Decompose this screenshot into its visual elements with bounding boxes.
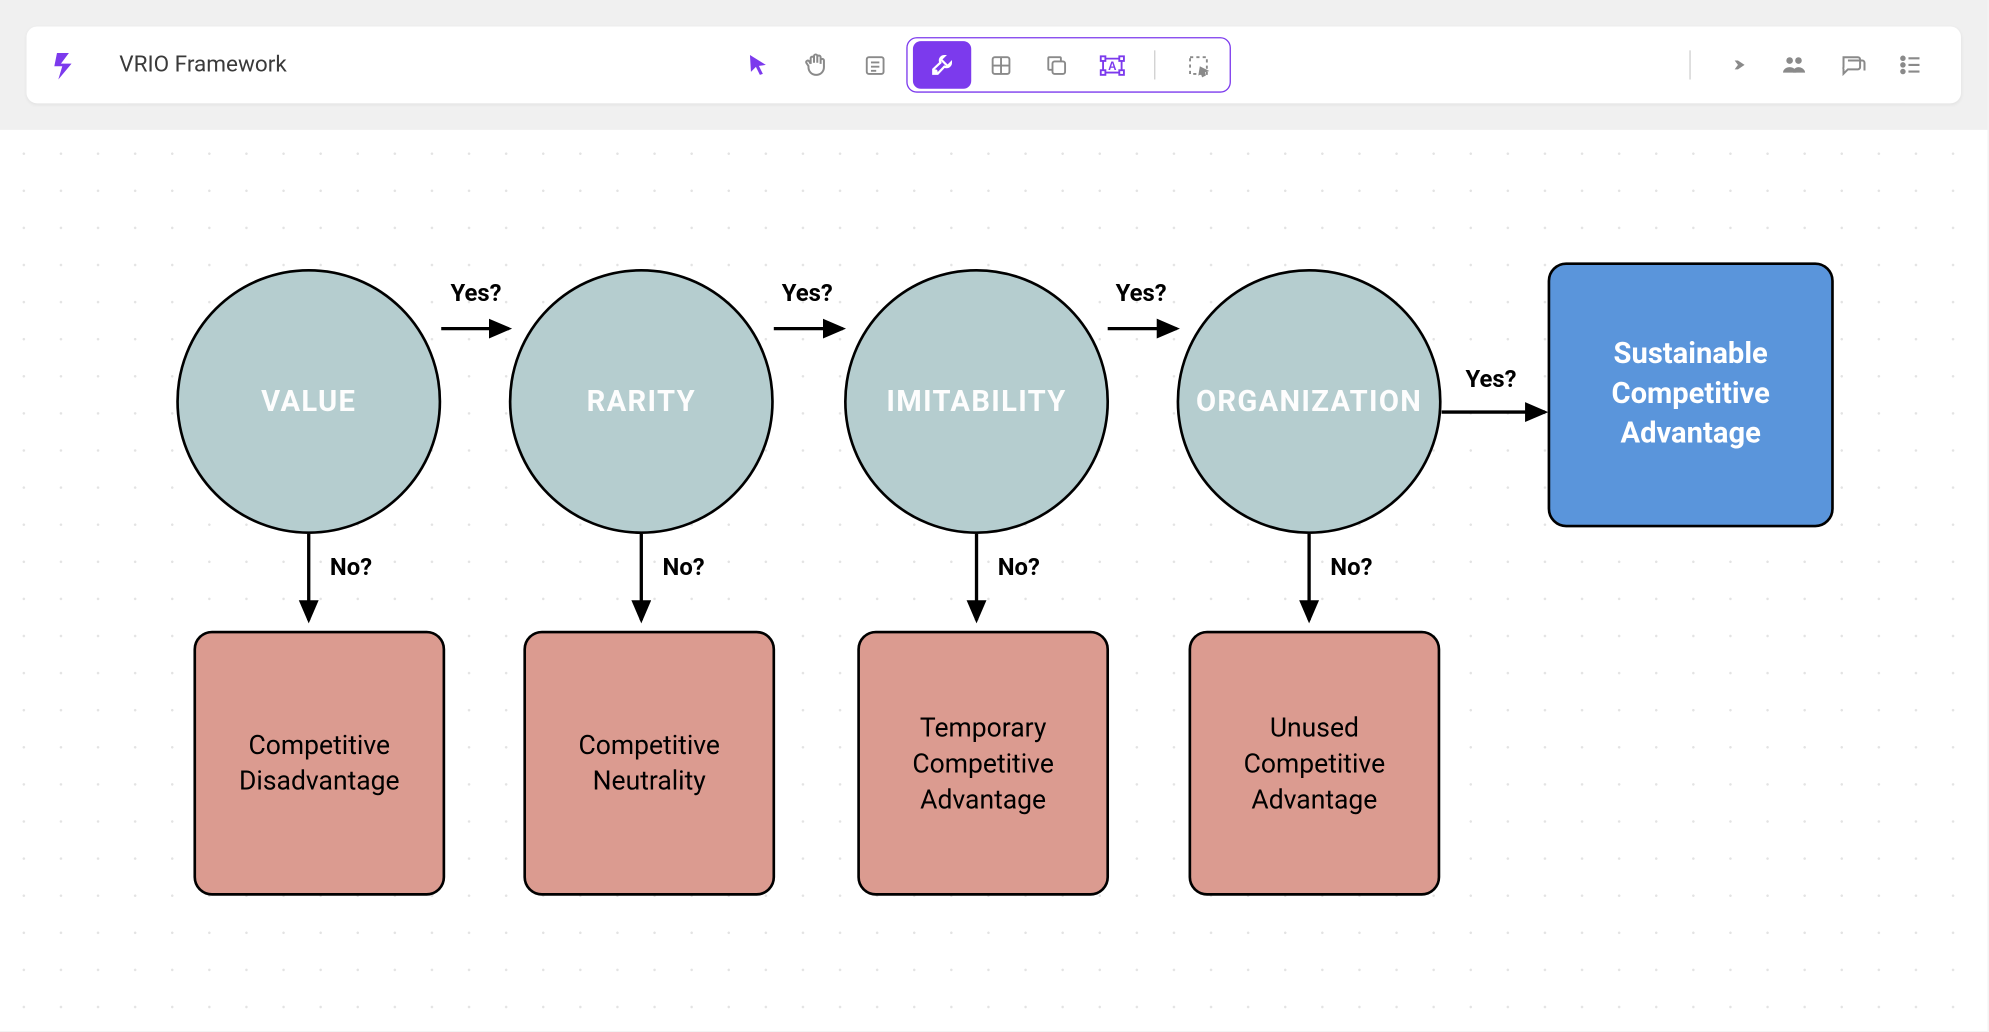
divider <box>1154 50 1155 79</box>
circle-rarity[interactable]: RARITY <box>509 269 774 534</box>
list-icon <box>1897 52 1924 79</box>
diagram-canvas[interactable]: VALUE RARITY IMITABILITY ORGANIZATION Compet… <box>0 130 1988 1031</box>
people-icon <box>1779 52 1808 79</box>
circle-value[interactable]: VALUE <box>176 269 441 534</box>
toolbar-right-group <box>1676 38 1937 91</box>
toolbar-center-group: A <box>732 37 1232 93</box>
edge-label: Yes? <box>1116 280 1167 308</box>
duplicate-tool[interactable] <box>1030 41 1083 89</box>
textbox-icon: A <box>1098 51 1126 79</box>
edge-label: Yes? <box>782 280 833 308</box>
build-icon <box>929 52 956 79</box>
hand-icon <box>803 52 830 79</box>
edge-label: No? <box>663 554 705 582</box>
toolbar: VRIO Framework <box>27 27 1962 104</box>
cursor-tool[interactable] <box>732 38 785 91</box>
edge-label: No? <box>330 554 372 582</box>
svg-text:A: A <box>1108 61 1117 73</box>
table-icon <box>988 52 1013 77</box>
collaborators-button[interactable] <box>1768 38 1821 91</box>
box-temporary[interactable]: Temporary Competitive Advantage <box>857 631 1109 896</box>
note-icon <box>862 52 887 77</box>
edge-label: Yes? <box>451 280 502 308</box>
cursor-icon <box>746 53 770 77</box>
note-tool[interactable] <box>848 38 901 91</box>
copy-icon <box>1044 52 1069 77</box>
circle-organization[interactable]: ORGANIZATION <box>1177 269 1442 534</box>
edge-label: No? <box>1330 554 1372 582</box>
box-disadvantage[interactable]: Competitive Disadvantage <box>193 631 445 896</box>
select-icon <box>1186 52 1211 77</box>
table-tool[interactable] <box>974 41 1027 89</box>
share-button[interactable] <box>1709 38 1762 91</box>
comment-icon <box>1839 52 1866 79</box>
document-title[interactable]: VRIO Framework <box>119 52 287 79</box>
hand-tool[interactable] <box>790 38 843 91</box>
app-logo[interactable] <box>50 50 79 79</box>
share-icon <box>1723 52 1750 79</box>
outline-button[interactable] <box>1884 38 1937 91</box>
edge-label: No? <box>998 554 1040 582</box>
textbox-tool[interactable]: A <box>1085 41 1138 89</box>
divider <box>1689 50 1690 79</box>
shape-tool-group: A <box>907 37 1232 93</box>
box-sustainable[interactable]: Sustainable Competitive Advantage <box>1548 262 1834 527</box>
circle-imitability[interactable]: IMITABILITY <box>844 269 1109 534</box>
build-tool[interactable] <box>913 41 971 89</box>
box-unused[interactable]: Unused Competitive Advantage <box>1189 631 1441 896</box>
box-neutrality[interactable]: Competitive Neutrality <box>523 631 775 896</box>
edge-label: Yes? <box>1465 366 1516 394</box>
comments-button[interactable] <box>1826 38 1879 91</box>
marquee-tool[interactable] <box>1172 41 1225 89</box>
